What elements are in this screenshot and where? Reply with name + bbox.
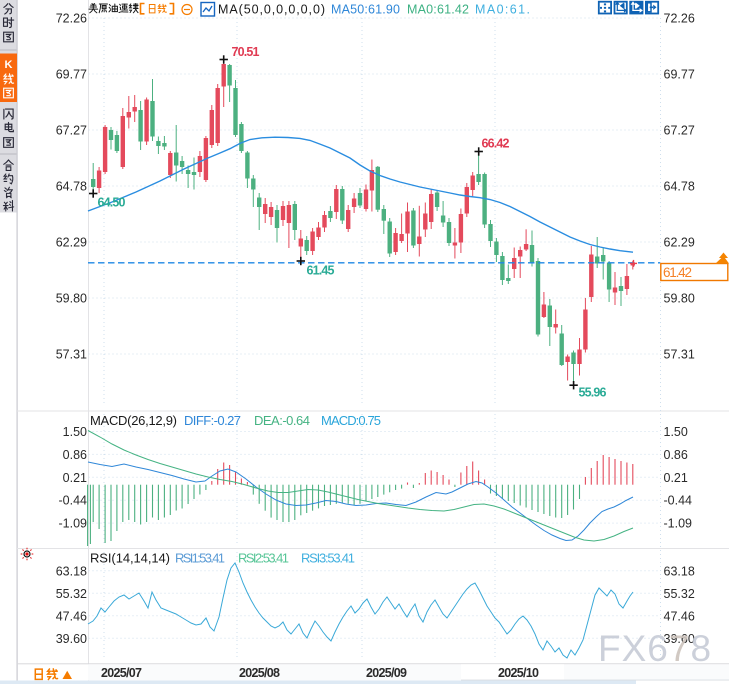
- svg-text:DEA:-0.64: DEA:-0.64: [254, 413, 310, 428]
- svg-text:RSI2:53.41: RSI2:53.41: [238, 551, 289, 566]
- svg-text:MACD(26,12,9): MACD(26,12,9): [90, 413, 177, 428]
- svg-text:64.78: 64.78: [664, 180, 695, 194]
- svg-text:0.86: 0.86: [664, 448, 688, 462]
- svg-text:MACD:0.75: MACD:0.75: [321, 413, 381, 428]
- svg-text:MA0:61.: MA0:61.: [475, 3, 530, 17]
- svg-text:63.18: 63.18: [56, 564, 87, 578]
- svg-text:57.31: 57.31: [56, 348, 87, 362]
- svg-text:66.42: 66.42: [482, 137, 510, 151]
- svg-text:-0.44: -0.44: [664, 494, 693, 508]
- svg-text:-1.09: -1.09: [59, 517, 88, 531]
- svg-text:-0.44: -0.44: [59, 494, 88, 508]
- svg-text:RSI(14,14,14): RSI(14,14,14): [90, 551, 170, 566]
- svg-text:70.51: 70.51: [232, 45, 260, 59]
- svg-text:55.32: 55.32: [56, 587, 87, 601]
- svg-text:63.18: 63.18: [664, 564, 695, 578]
- svg-text:64.78: 64.78: [56, 180, 87, 194]
- svg-text:K: K: [5, 59, 13, 71]
- svg-text:64.50: 64.50: [98, 196, 126, 210]
- svg-text:67.27: 67.27: [56, 124, 87, 138]
- svg-text:2025/10: 2025/10: [498, 666, 539, 680]
- svg-text:RSI1:53.41: RSI1:53.41: [175, 551, 225, 566]
- svg-text:59.80: 59.80: [664, 292, 695, 306]
- svg-text:57.31: 57.31: [664, 348, 695, 362]
- svg-text:67.27: 67.27: [664, 124, 695, 138]
- svg-text:-1.09: -1.09: [664, 517, 693, 531]
- svg-text:62.29: 62.29: [664, 236, 695, 250]
- svg-text:MA0:61.42: MA0:61.42: [407, 3, 469, 17]
- svg-text:72.26: 72.26: [664, 12, 695, 26]
- svg-text:0.21: 0.21: [664, 471, 688, 485]
- svg-text:RSI3:53.41: RSI3:53.41: [301, 551, 355, 566]
- svg-text:69.77: 69.77: [56, 68, 87, 82]
- svg-text:55.96: 55.96: [579, 386, 607, 400]
- svg-text:MA50:61.90: MA50:61.90: [331, 3, 400, 17]
- svg-text:72.26: 72.26: [56, 12, 87, 26]
- svg-text:39.60: 39.60: [56, 632, 87, 646]
- svg-text:1.50: 1.50: [63, 425, 87, 439]
- svg-text:MA(50,0,0,0,0,0): MA(50,0,0,0,0,0): [218, 3, 325, 17]
- svg-text:DIFF:-0.27: DIFF:-0.27: [184, 413, 241, 428]
- svg-text:47.46: 47.46: [56, 609, 87, 623]
- svg-text:2025/09: 2025/09: [366, 666, 407, 680]
- svg-text:62.29: 62.29: [56, 236, 87, 250]
- svg-text:0.86: 0.86: [63, 448, 87, 462]
- svg-text:1.50: 1.50: [664, 425, 688, 439]
- svg-text:FX678: FX678: [598, 628, 712, 669]
- svg-text:61.42: 61.42: [663, 265, 692, 280]
- svg-text:2025/07: 2025/07: [101, 666, 142, 680]
- svg-text:69.77: 69.77: [664, 68, 695, 82]
- svg-text:0.21: 0.21: [63, 471, 87, 485]
- svg-text:55.32: 55.32: [664, 587, 695, 601]
- svg-text:2025/08: 2025/08: [239, 666, 280, 680]
- svg-text:47.46: 47.46: [664, 609, 695, 623]
- svg-text:59.80: 59.80: [56, 292, 87, 306]
- svg-text:61.45: 61.45: [307, 264, 335, 278]
